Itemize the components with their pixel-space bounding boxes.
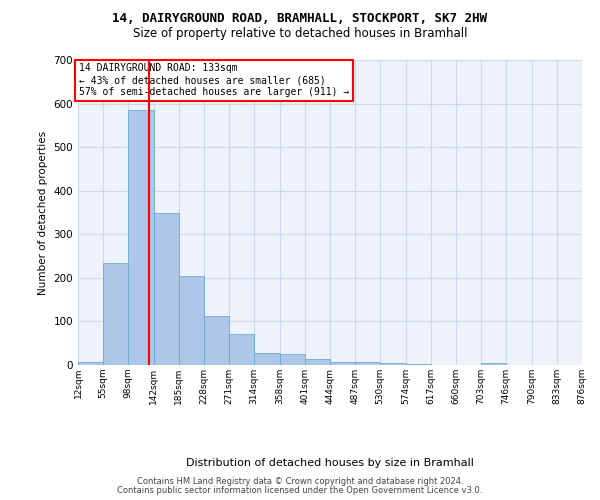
Bar <box>154 212 179 365</box>
Bar <box>204 316 229 365</box>
Text: 14 DAIRYGROUND ROAD: 133sqm
← 43% of detached houses are smaller (685)
57% of se: 14 DAIRYGROUND ROAD: 133sqm ← 43% of det… <box>79 64 349 96</box>
Bar <box>280 354 305 365</box>
Bar <box>254 353 280 365</box>
Bar <box>481 364 506 365</box>
Text: 14, DAIRYGROUND ROAD, BRAMHALL, STOCKPORT, SK7 2HW: 14, DAIRYGROUND ROAD, BRAMHALL, STOCKPOR… <box>113 12 487 26</box>
Bar <box>305 359 330 365</box>
Text: Size of property relative to detached houses in Bramhall: Size of property relative to detached ho… <box>133 28 467 40</box>
Bar <box>406 364 431 365</box>
Y-axis label: Number of detached properties: Number of detached properties <box>38 130 48 294</box>
Bar <box>355 362 380 365</box>
Text: Contains HM Land Registry data © Crown copyright and database right 2024.: Contains HM Land Registry data © Crown c… <box>137 477 463 486</box>
Bar <box>229 334 254 365</box>
Bar <box>78 362 103 365</box>
Text: Distribution of detached houses by size in Bramhall: Distribution of detached houses by size … <box>186 458 474 468</box>
Bar <box>128 110 154 365</box>
Text: Contains public sector information licensed under the Open Government Licence v3: Contains public sector information licen… <box>118 486 482 495</box>
Bar <box>179 276 204 365</box>
Bar <box>330 362 355 365</box>
Bar <box>380 363 406 365</box>
Bar <box>103 263 128 365</box>
